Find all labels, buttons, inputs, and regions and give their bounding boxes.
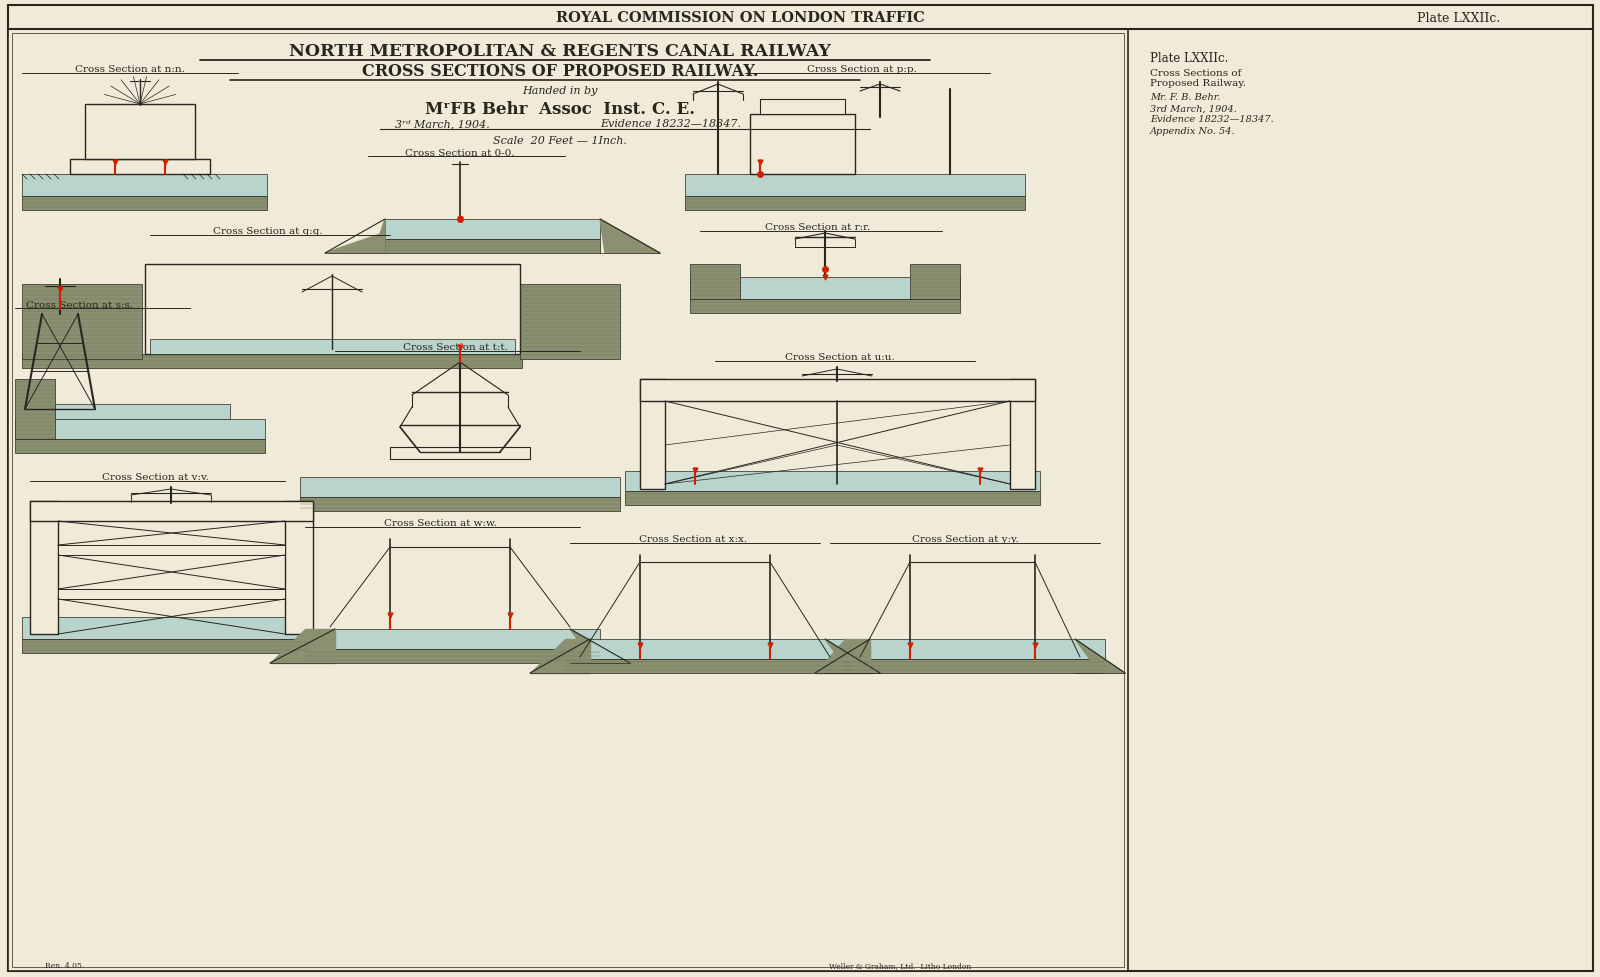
Bar [22, 196, 267, 211]
Text: Cross Section at r:r.: Cross Section at r:r. [765, 224, 870, 233]
Bar [640, 380, 666, 489]
Text: Cross Section at x:x.: Cross Section at x:x. [638, 535, 747, 544]
Bar [626, 491, 1040, 505]
Bar [14, 440, 266, 453]
Bar [690, 265, 739, 300]
Bar [750, 115, 854, 175]
Text: Cross Section at q:q.: Cross Section at q:q. [213, 228, 323, 236]
Text: Cross Section at 0-0.: Cross Section at 0-0. [405, 149, 515, 157]
Polygon shape [826, 639, 880, 673]
Bar [85, 105, 195, 160]
Bar [685, 196, 1026, 211]
Bar [685, 175, 1026, 196]
Polygon shape [1075, 639, 1125, 673]
Bar [146, 265, 520, 355]
Bar [760, 100, 845, 115]
Text: NORTH METROPOLITAN & REGENTS CANAL RAILWAY: NORTH METROPOLITAN & REGENTS CANAL RAILW… [290, 43, 830, 61]
Bar [150, 340, 515, 355]
Text: Cross Section at p:p.: Cross Section at p:p. [806, 65, 917, 74]
Polygon shape [600, 220, 661, 254]
Bar [845, 639, 1106, 659]
Bar [13, 34, 1123, 967]
Bar [690, 277, 960, 300]
Polygon shape [530, 639, 590, 673]
Text: Appendix No. 54.: Appendix No. 54. [1150, 126, 1235, 136]
Bar [626, 472, 1040, 491]
Text: Weller & Graham, Ltd.  Litho London: Weller & Graham, Ltd. Litho London [829, 961, 971, 969]
Bar [386, 220, 600, 239]
Bar [390, 447, 530, 459]
Text: Plate LXXIIc.: Plate LXXIIc. [1150, 52, 1229, 64]
Text: 3rd March, 1904.: 3rd March, 1904. [1150, 105, 1237, 113]
Text: Cross Section at s:s.: Cross Section at s:s. [27, 300, 133, 309]
Bar [22, 639, 307, 654]
Bar [54, 404, 230, 419]
Bar [22, 175, 267, 196]
Bar [845, 659, 1106, 673]
Text: Handed in by: Handed in by [522, 86, 598, 96]
Text: Cross Section at t:t.: Cross Section at t:t. [403, 343, 507, 352]
Polygon shape [570, 629, 630, 663]
Text: ROYAL COMMISSION ON LONDON TRAFFIC: ROYAL COMMISSION ON LONDON TRAFFIC [555, 11, 925, 25]
Bar [22, 617, 307, 639]
Bar [910, 265, 960, 300]
Text: Evidence 18232—18347.: Evidence 18232—18347. [1150, 115, 1274, 124]
Text: Mr. F. B. Behr.: Mr. F. B. Behr. [1150, 94, 1221, 103]
Text: Cross Section at u:u.: Cross Section at u:u. [786, 353, 894, 362]
Bar [386, 239, 600, 254]
Polygon shape [270, 629, 334, 663]
Bar [58, 589, 285, 599]
Bar [8, 30, 1128, 971]
Bar [22, 355, 522, 368]
Bar [14, 380, 54, 440]
Text: Proposed Railway.: Proposed Railway. [1150, 79, 1246, 88]
Bar [70, 160, 210, 175]
Text: Cross Section at v:v.: Cross Section at v:v. [101, 473, 208, 482]
Bar [30, 501, 314, 522]
Bar [690, 300, 960, 314]
Bar [1010, 380, 1035, 489]
Bar [14, 419, 266, 440]
Polygon shape [325, 220, 386, 254]
Bar [285, 501, 314, 634]
Text: Plate LXXIIc.: Plate LXXIIc. [1416, 12, 1501, 24]
Text: Evidence 18232—18347.: Evidence 18232—18347. [600, 119, 741, 129]
Bar [58, 545, 285, 556]
Bar [565, 659, 850, 673]
Text: Cross Section at y:y.: Cross Section at y:y. [912, 535, 1018, 544]
Bar [306, 629, 600, 650]
Text: 3ʳᵈ March, 1904.: 3ʳᵈ March, 1904. [395, 119, 490, 129]
Bar [565, 639, 850, 659]
Text: Cross Section at n:n.: Cross Section at n:n. [75, 65, 186, 74]
Bar [306, 650, 600, 663]
Bar [30, 501, 58, 634]
Bar [520, 284, 621, 360]
Bar [22, 284, 142, 360]
Text: Scale  20 Feet — 1Inch.: Scale 20 Feet — 1Inch. [493, 136, 627, 146]
Bar [150, 350, 515, 355]
Text: Cross Section at w:w.: Cross Section at w:w. [384, 519, 496, 528]
Bar [301, 478, 621, 497]
Text: CROSS SECTIONS OF PROPOSED RAILWAY.: CROSS SECTIONS OF PROPOSED RAILWAY. [362, 64, 758, 80]
Text: Ren. 4.05.: Ren. 4.05. [45, 961, 85, 969]
Text: Cross Sections of: Cross Sections of [1150, 68, 1242, 77]
Polygon shape [814, 639, 870, 673]
Bar [301, 497, 621, 512]
Bar [640, 380, 1035, 402]
Text: MʳFB Behr  Assoc  Inst. C. E.: MʳFB Behr Assoc Inst. C. E. [426, 102, 694, 118]
